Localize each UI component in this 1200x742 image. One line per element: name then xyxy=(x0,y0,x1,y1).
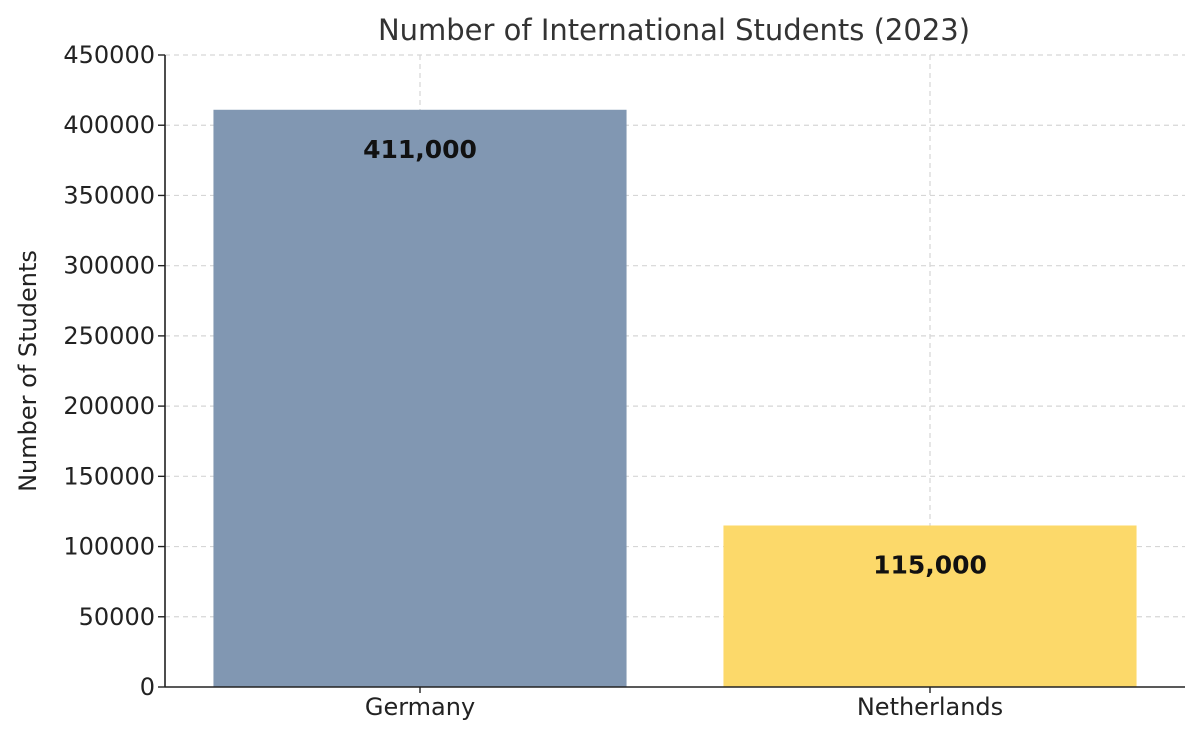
y-tick-label: 250000 xyxy=(63,322,155,350)
y-tick-label: 350000 xyxy=(63,181,155,209)
x-tick-label: Netherlands xyxy=(857,693,1003,721)
y-tick-label: 50000 xyxy=(79,603,155,631)
y-tick-label: 100000 xyxy=(63,533,155,561)
y-tick-label: 200000 xyxy=(63,392,155,420)
chart-title: Number of International Students (2023) xyxy=(378,13,970,47)
bar-germany xyxy=(213,109,627,688)
y-tick-label: 400000 xyxy=(63,111,155,139)
bar-netherlands xyxy=(723,525,1137,687)
y-tick-label: 300000 xyxy=(63,252,155,280)
axes xyxy=(164,55,1185,688)
y-tick-label: 0 xyxy=(140,673,155,701)
data-label: 115,000 xyxy=(873,550,987,579)
x-ticks: Germany Netherlands xyxy=(365,687,1003,721)
bars xyxy=(213,109,1137,688)
x-tick-label: Germany xyxy=(365,693,475,721)
data-label: 411,000 xyxy=(363,135,477,164)
value-labels: 411,000 115,000 xyxy=(363,135,987,580)
y-tick-label: 150000 xyxy=(63,462,155,490)
y-axis-label: Number of Students xyxy=(14,250,42,492)
y-ticks: 0 50000 100000 150000 200000 250000 300000 3500… xyxy=(63,41,165,701)
y-tick-label: 450000 xyxy=(63,41,155,69)
